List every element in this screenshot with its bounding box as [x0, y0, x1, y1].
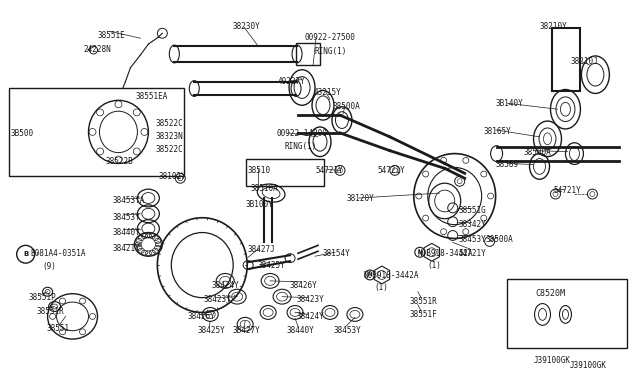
- Text: N0B918-3442A: N0B918-3442A: [364, 271, 419, 280]
- Text: 38551R: 38551R: [36, 307, 65, 315]
- Text: 38424Y: 38424Y: [296, 312, 324, 321]
- Bar: [552, 28, 580, 92]
- Text: 38551EA: 38551EA: [136, 93, 168, 102]
- Text: 38453Y: 38453Y: [459, 234, 486, 244]
- Text: N: N: [367, 272, 372, 278]
- Text: 38426Y: 38426Y: [289, 281, 317, 290]
- Text: 38210Y: 38210Y: [540, 22, 567, 31]
- Text: 38421Y: 38421Y: [113, 244, 140, 253]
- Text: N: N: [417, 250, 422, 255]
- Text: RING(1): RING(1): [314, 47, 346, 56]
- Text: 38522C: 38522C: [156, 119, 183, 128]
- Text: 3B500: 3B500: [11, 129, 34, 138]
- Text: 38423Y: 38423Y: [204, 295, 231, 304]
- Circle shape: [415, 247, 425, 257]
- Text: 38453Y: 38453Y: [113, 213, 140, 222]
- Circle shape: [17, 246, 35, 263]
- Text: J39100GK: J39100GK: [570, 361, 607, 370]
- Text: 38500A: 38500A: [524, 148, 551, 157]
- Text: 54721Y: 54721Y: [554, 186, 581, 195]
- Text: 38423Y: 38423Y: [296, 295, 324, 304]
- Text: 38453Y: 38453Y: [334, 326, 362, 335]
- Text: N0B918-3442A: N0B918-3442A: [418, 249, 474, 258]
- Bar: [507, 279, 627, 348]
- Text: (1): (1): [374, 283, 388, 292]
- Text: 38230Y: 38230Y: [232, 22, 260, 31]
- Text: 38426Y: 38426Y: [188, 312, 215, 321]
- Text: 38424Y: 38424Y: [211, 281, 239, 290]
- Text: 54721Y: 54721Y: [315, 166, 343, 176]
- Text: 38453YA: 38453YA: [113, 196, 145, 205]
- Text: 38120Y: 38120Y: [347, 194, 374, 203]
- Text: 38510A: 38510A: [250, 184, 278, 193]
- Text: (9): (9): [43, 262, 56, 271]
- Text: 38522C: 38522C: [156, 145, 183, 154]
- Text: 38500A: 38500A: [333, 102, 361, 111]
- Text: RING(1): RING(1): [284, 142, 316, 151]
- Text: B: B: [23, 251, 28, 257]
- Text: 38551G: 38551G: [459, 206, 486, 215]
- Text: 00922-14000: 00922-14000: [276, 129, 327, 138]
- Text: 38425Y: 38425Y: [257, 261, 285, 270]
- Text: 38323N: 38323N: [156, 132, 183, 141]
- Text: (1): (1): [428, 261, 442, 270]
- Text: 43215Y: 43215Y: [314, 89, 342, 97]
- Text: 38522B: 38522B: [106, 157, 133, 166]
- Text: 3B100Y: 3B100Y: [245, 200, 273, 209]
- Text: 24228N: 24228N: [83, 45, 111, 54]
- Text: B081A4-0351A: B081A4-0351A: [31, 249, 86, 258]
- Text: 3B140Y: 3B140Y: [495, 99, 524, 108]
- Text: 38154Y: 38154Y: [323, 249, 351, 258]
- Text: 38342Y: 38342Y: [459, 220, 486, 229]
- Text: 38102Y: 38102Y: [158, 172, 186, 182]
- Text: 38165Y: 38165Y: [484, 127, 511, 136]
- Text: 38551: 38551: [47, 324, 70, 333]
- Text: C8520M: C8520M: [536, 289, 566, 298]
- Text: 38551R: 38551R: [410, 296, 438, 306]
- Text: 00922-27500: 00922-27500: [304, 33, 355, 42]
- Text: 38500A: 38500A: [486, 234, 513, 244]
- Text: 3B427Y: 3B427Y: [232, 326, 260, 335]
- Text: 54721Y: 54721Y: [378, 166, 406, 176]
- Text: 38427J: 38427J: [247, 246, 275, 254]
- Text: 38551P: 38551P: [29, 293, 56, 302]
- Text: 38510: 38510: [247, 166, 270, 176]
- Circle shape: [365, 270, 375, 280]
- Text: 38210J: 38210J: [570, 57, 598, 66]
- Bar: [296, 43, 320, 65]
- Text: 54721Y: 54721Y: [459, 249, 486, 258]
- Bar: [9, 87, 184, 176]
- Text: 38440Y: 38440Y: [286, 326, 314, 335]
- Bar: [246, 158, 324, 186]
- Text: 38425Y: 38425Y: [197, 326, 225, 335]
- Text: 38551E: 38551E: [97, 31, 125, 40]
- Text: J39100GK: J39100GK: [534, 356, 570, 365]
- Text: 38589: 38589: [495, 160, 519, 169]
- Text: 40227Y: 40227Y: [278, 77, 306, 86]
- Text: 38551F: 38551F: [410, 311, 438, 320]
- Text: 38440Y: 38440Y: [113, 228, 140, 237]
